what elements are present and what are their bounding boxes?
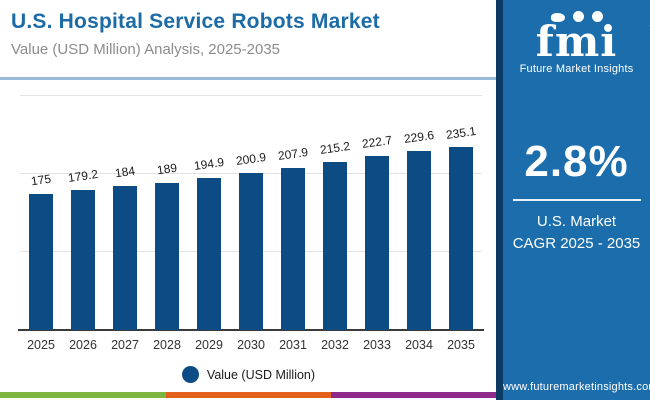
bar-2027	[113, 186, 137, 330]
cagr-value: 2.8%	[524, 136, 629, 186]
strip-orange	[165, 392, 332, 398]
bar-2033	[365, 156, 389, 330]
cagr-period-label: CAGR 2025 - 2035	[512, 234, 641, 252]
x-axis-label-2034: 2034	[405, 338, 433, 352]
chart-header: U.S. Hospital Service Robots Market Valu…	[11, 10, 491, 58]
bar-2029	[197, 177, 221, 330]
africa-globe-icon	[572, 11, 584, 22]
footer-color-strip	[0, 392, 498, 398]
strip-green	[0, 392, 166, 398]
us-map-icon	[550, 13, 565, 22]
x-axis-label-2031: 2031	[279, 338, 307, 352]
americas-globe-icon	[591, 11, 603, 22]
x-axis-label-2027: 2027	[111, 338, 139, 352]
bar-2031	[281, 167, 305, 330]
x-axis-label-2029: 2029	[195, 338, 223, 352]
page-subtitle: Value (USD Million) Analysis, 2025-2035	[11, 41, 281, 58]
bar-chart-plot-area: 175 2025 179.2 2026 184 2027 189 2028 194.9 2029 2…	[18, 95, 484, 352]
website-url: www.futuremarketinsights.com	[503, 381, 650, 393]
cagr-divider	[512, 198, 641, 201]
x-axis-label-2030: 2030	[237, 338, 265, 352]
bar-2032	[323, 162, 347, 330]
legend-marker-circle	[181, 366, 199, 383]
brand-panel: fmi Future Market Insights 2.8% U.S. Mar…	[496, 0, 650, 400]
bar-2034	[407, 150, 431, 330]
page-title: U.S. Hospital Service Robots Market	[11, 10, 380, 33]
x-axis-label-2032: 2032	[321, 338, 349, 352]
bar-2028	[155, 182, 179, 330]
x-axis-label-2035: 2035	[447, 338, 475, 352]
chart-card: U.S. Hospital Service Robots Market Valu…	[0, 10, 498, 398]
x-axis-label-2033: 2033	[363, 338, 391, 352]
bar-2025	[29, 193, 53, 330]
bar-2030	[239, 173, 263, 330]
x-axis-label-2025: 2025	[27, 338, 55, 352]
header-divider	[0, 77, 497, 80]
chart-legend: Value (USD Million)	[0, 366, 497, 383]
x-axis-line	[18, 329, 484, 331]
logo-tagline: Future Market Insights	[519, 62, 634, 75]
cagr-market-label: U.S. Market	[536, 212, 617, 230]
bar-2035	[449, 146, 473, 330]
strip-purple	[331, 392, 498, 398]
bar-2026	[71, 190, 95, 330]
bar-value-label-2035: 235.1	[445, 123, 477, 142]
cagr-block: 2.8% U.S. Market CAGR 2025 - 2035	[503, 137, 650, 255]
logo-globe-icons	[503, 8, 650, 22]
x-axis-label-2026: 2026	[69, 338, 97, 352]
fmi-logo: fmi Future Market Insights	[503, 8, 650, 75]
legend-label: Value (USD Million)	[206, 367, 316, 382]
x-axis-label-2028: 2028	[153, 338, 181, 352]
gridline-300	[20, 95, 482, 96]
logo-text: fmi	[535, 17, 618, 66]
